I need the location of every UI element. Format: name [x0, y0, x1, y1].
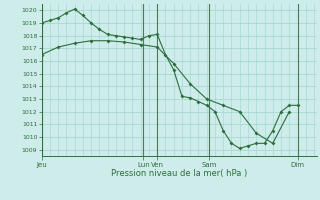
- X-axis label: Pression niveau de la mer( hPa ): Pression niveau de la mer( hPa ): [111, 169, 247, 178]
